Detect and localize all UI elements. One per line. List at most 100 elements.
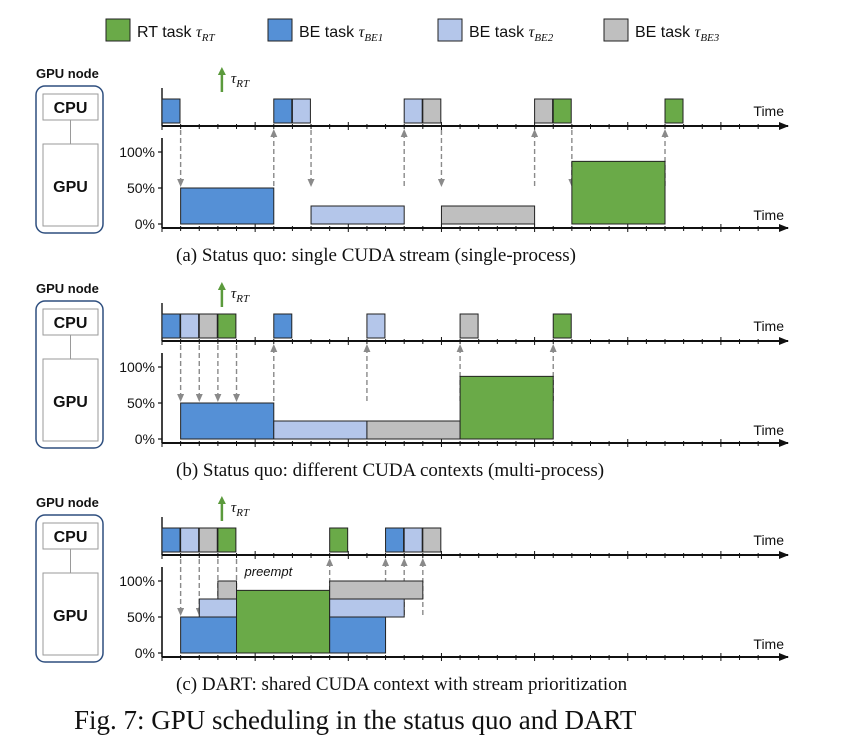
gpu-box: [42, 572, 99, 656]
legend-sub-rt: RT: [201, 32, 216, 44]
gpu-block-be2: [329, 598, 405, 618]
cpu-block-be3: [459, 313, 479, 339]
cpu-block-be1: [161, 313, 181, 339]
rt-arrival-sub: RT: [235, 78, 250, 90]
cpu-block-rt: [664, 98, 684, 124]
gpu-block-be1: [329, 616, 387, 654]
gpu-block-be3: [440, 205, 536, 225]
cpu-block-rt: [329, 527, 349, 553]
legend: RT task τRT BE task τBE1 BE task τBE2 BE…: [105, 18, 720, 44]
cpu-block-be2: [366, 313, 386, 339]
cpu-block-be2: [180, 527, 200, 553]
cpu-block-be3: [198, 313, 218, 339]
y-label-50: 50%: [127, 395, 155, 411]
gpu-box: [42, 143, 99, 227]
gpu-block-be2: [198, 598, 238, 618]
y-label-100: 100%: [119, 144, 155, 160]
legend-tau-be2: τ: [529, 24, 536, 41]
gpu-block-be2: [310, 205, 405, 225]
cpu-time-label: Time: [753, 103, 784, 119]
cpu-block-be1: [385, 527, 405, 553]
panel-caption-b: (b) Status quo: different CUDA contexts …: [176, 460, 604, 481]
rt-arrival-tau: τ: [231, 71, 237, 87]
gpu-label: GPU: [53, 608, 88, 625]
rt-arrival-label: τRT: [231, 71, 250, 90]
legend-swatch-rt: [105, 18, 131, 42]
gpu-node-title: GPU node: [36, 281, 99, 296]
gpu-node-title: GPU node: [36, 495, 99, 510]
rt-arrival-tau: τ: [231, 286, 237, 302]
cpu-block-be2: [403, 527, 423, 553]
cpu-block-rt: [217, 313, 237, 339]
cpu-label: CPU: [54, 315, 88, 332]
cpu-block-be3: [422, 98, 442, 124]
rt-arrival-arrowhead: [217, 496, 226, 504]
cpu-block-be2: [180, 313, 200, 339]
gpu-block-rt: [459, 375, 554, 440]
y-label-0: 0%: [135, 645, 155, 661]
gpu-box: [42, 358, 99, 442]
preempt-label: preempt: [244, 564, 294, 579]
panel-caption-a: (a) Status quo: single CUDA stream (sing…: [176, 245, 576, 266]
y-label-50: 50%: [127, 609, 155, 625]
cpu-time-label: Time: [753, 318, 784, 334]
cpu-block-be3: [422, 527, 442, 553]
cpu-block-be1: [161, 527, 181, 553]
panel-c: GPU node CPU GPU 100% 50% 0% Time Time τRT preemp…: [35, 495, 789, 695]
gpu-block-rt: [236, 589, 331, 654]
y-label-50: 50%: [127, 180, 155, 196]
legend-sub-be2: BE2: [534, 32, 553, 44]
legend-sub-be1: BE1: [364, 32, 383, 44]
rt-arrival-tau: τ: [231, 500, 237, 516]
rt-arrival-label: τRT: [231, 286, 250, 305]
svg-text:BE task τBE1: BE task τBE1: [299, 24, 383, 44]
svg-text:BE task τBE2: BE task τBE2: [469, 24, 554, 44]
legend-swatch-be3: [603, 18, 629, 42]
legend-tau-be1: τ: [359, 24, 366, 41]
cpu-time-label: Time: [753, 532, 784, 548]
gpu-block-be3: [366, 420, 461, 440]
gpu-label: GPU: [53, 179, 88, 196]
legend-label-be2: BE task: [469, 24, 529, 41]
y-label-0: 0%: [135, 431, 155, 447]
cpu-label: CPU: [54, 100, 88, 117]
rt-arrival-arrowhead: [217, 282, 226, 290]
cpu-block-be2: [291, 98, 311, 124]
y-label-100: 100%: [119, 359, 155, 375]
panel-caption-c: (c) DART: shared CUDA context with strea…: [176, 674, 628, 695]
y-label-0: 0%: [135, 216, 155, 232]
legend-tau-be3: τ: [695, 24, 702, 41]
gpu-block-be1: [180, 616, 238, 654]
legend-item-be1: BE task τBE1: [267, 18, 383, 44]
legend-label-be3: BE task: [635, 24, 695, 41]
cpu-block-be3: [534, 98, 554, 124]
legend-item-be2: BE task τBE2: [437, 18, 554, 44]
gpu-block-be3: [329, 580, 424, 600]
cpu-block-rt: [552, 98, 572, 124]
legend-item-rt: RT task τRT: [105, 18, 215, 44]
gpu-label: GPU: [53, 394, 88, 411]
rt-arrival-sub: RT: [235, 293, 250, 305]
cpu-block-rt: [552, 313, 572, 339]
gpu-block-be1: [180, 402, 275, 440]
cpu-box: [42, 522, 99, 550]
cpu-box: [42, 93, 99, 121]
legend-sub-be3: BE3: [700, 32, 719, 44]
y-label-100: 100%: [119, 573, 155, 589]
cpu-block-be2: [403, 98, 423, 124]
gpu-node-title: GPU node: [36, 66, 99, 81]
legend-tau-rt: τ: [196, 24, 203, 41]
legend-swatch-be1: [267, 18, 293, 42]
cpu-block-be1: [273, 98, 293, 124]
gpu-block-rt: [571, 160, 666, 225]
cpu-label: CPU: [54, 529, 88, 546]
figure-caption: Fig. 7: GPU scheduling in the status quo…: [74, 705, 637, 735]
gpu-time-label: Time: [753, 422, 784, 438]
legend-label-be1: BE task: [299, 24, 359, 41]
svg-text:RT task τRT: RT task τRT: [137, 24, 215, 44]
cpu-block-be1: [161, 98, 181, 124]
panel-b: GPU node CPU GPU 100% 50% 0% Time Time τRT (b) St…: [35, 281, 789, 481]
rt-arrival-label: τRT: [231, 500, 250, 519]
